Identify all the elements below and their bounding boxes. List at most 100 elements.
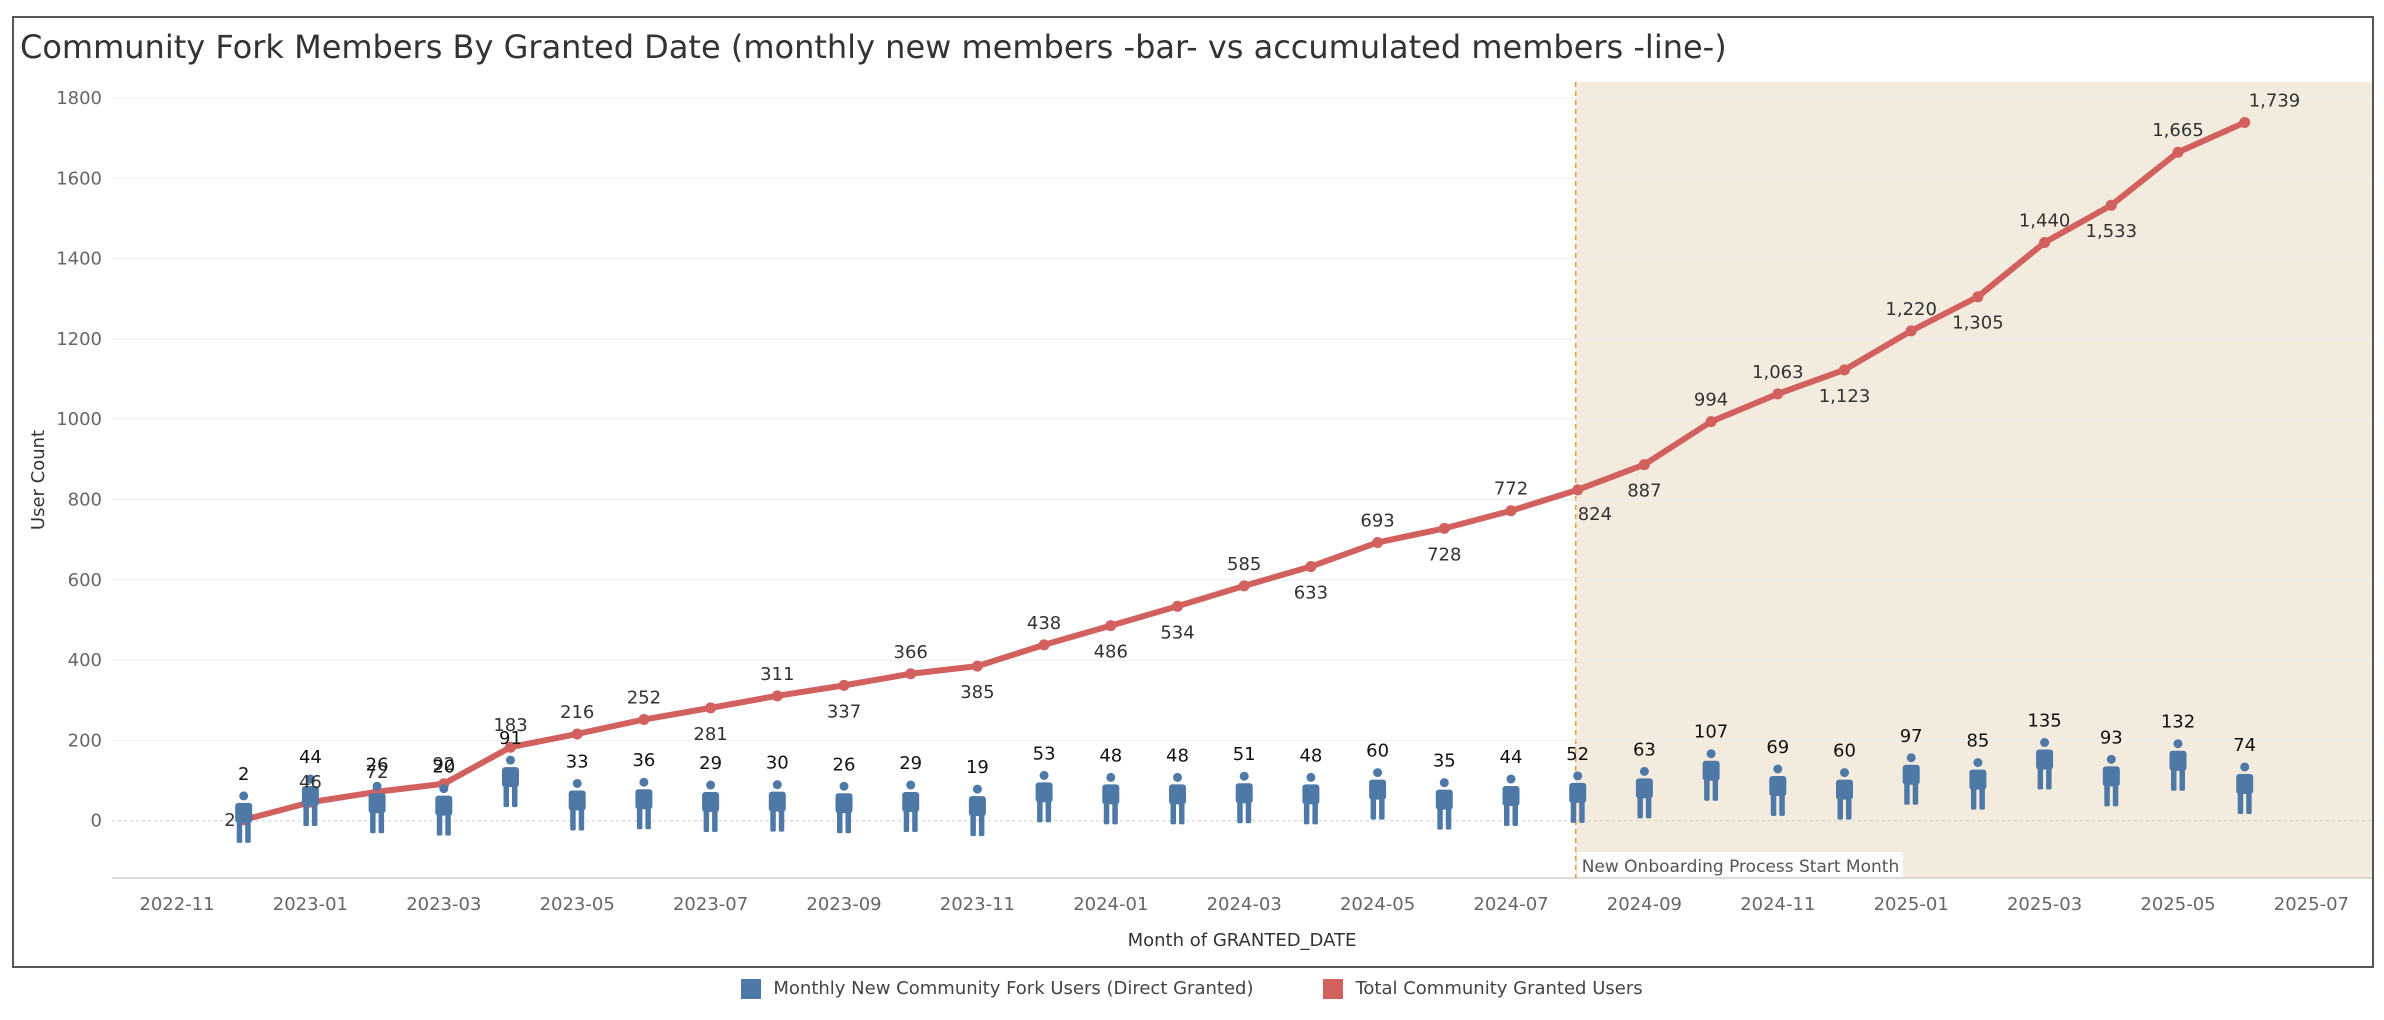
person-icon-head bbox=[2240, 762, 2250, 772]
person-icon-leg bbox=[1579, 800, 1585, 823]
total-users-point bbox=[705, 702, 717, 714]
bar-value-label: 48 bbox=[1099, 745, 1122, 766]
person-icon bbox=[1769, 764, 1787, 816]
person-icon-leg bbox=[570, 808, 576, 831]
line-value-label: 824 bbox=[1578, 504, 1612, 525]
person-icon bbox=[1702, 749, 1720, 801]
person-icon-body bbox=[1902, 764, 1920, 785]
person-icon bbox=[368, 781, 386, 834]
line-value-label: 72 bbox=[366, 762, 389, 783]
person-icon-leg bbox=[436, 813, 443, 836]
person-icon-head bbox=[1973, 758, 1983, 768]
person-icon-leg bbox=[303, 804, 309, 827]
person-icon bbox=[2102, 754, 2120, 807]
line-value-label: 1,063 bbox=[1752, 362, 1804, 383]
bar-value-label: 26 bbox=[366, 754, 389, 775]
line-value-label: 1,739 bbox=[2249, 90, 2301, 111]
person-icon-head bbox=[1573, 771, 1583, 781]
person-icon-head bbox=[2106, 754, 2116, 764]
person-icon bbox=[1902, 753, 1920, 805]
legend-item-monthly[interactable]: Monthly New Community Fork Users (Direct… bbox=[741, 978, 1253, 999]
person-icon-leg bbox=[1970, 787, 1977, 810]
person-icon bbox=[635, 777, 653, 830]
line-value-label: 252 bbox=[627, 688, 661, 709]
person-icon-head bbox=[1506, 774, 1516, 784]
person-icon-body bbox=[835, 793, 853, 814]
person-icon-leg bbox=[378, 811, 385, 834]
total-users-point bbox=[1905, 325, 1917, 337]
legend-item-total[interactable]: Total Community Granted Users bbox=[1323, 978, 1643, 999]
person-icon-body bbox=[368, 793, 386, 814]
x-tick-label: 2025-03 bbox=[2007, 894, 2082, 915]
person-icon-leg bbox=[837, 811, 843, 834]
person-icon-head bbox=[506, 755, 515, 765]
person-icon-head bbox=[972, 784, 982, 794]
y-tick-label: 1600 bbox=[56, 168, 102, 189]
person-icon bbox=[1302, 772, 1320, 825]
person-icon-leg bbox=[903, 810, 910, 833]
person-icon-leg bbox=[503, 785, 509, 808]
person-icon-head bbox=[239, 791, 249, 801]
total-users-point bbox=[771, 690, 783, 702]
person-icon-head bbox=[1706, 749, 1716, 759]
person-icon-head bbox=[1840, 768, 1849, 778]
person-icon-leg bbox=[1237, 801, 1243, 824]
line-value-label: 2 bbox=[224, 810, 235, 831]
line-value-label: 534 bbox=[1160, 622, 1194, 643]
line-value-label: 486 bbox=[1094, 642, 1128, 663]
person-icon-body bbox=[2102, 766, 2120, 787]
person-icon-leg bbox=[1770, 793, 1777, 816]
person-icon-leg bbox=[1437, 807, 1443, 830]
bar-value-label: 91 bbox=[499, 728, 522, 749]
bar-value-label: 33 bbox=[566, 751, 589, 772]
line-value-label: 311 bbox=[760, 664, 794, 685]
line-value-label: 1,533 bbox=[2086, 221, 2138, 242]
total-users-point bbox=[1438, 522, 1450, 534]
x-tick-label: 2024-03 bbox=[1207, 894, 1282, 915]
bar-value-label: 29 bbox=[899, 753, 922, 774]
person-icon-head bbox=[305, 774, 315, 784]
person-icon-body bbox=[1969, 769, 1987, 790]
person-icon-head bbox=[1373, 768, 1383, 778]
person-icon-leg bbox=[1912, 782, 1919, 805]
line-value-label: 772 bbox=[1494, 479, 1528, 500]
x-tick-label: 2022-11 bbox=[139, 894, 214, 915]
person-icon bbox=[702, 780, 720, 833]
bar-value-label: 69 bbox=[1766, 737, 1789, 758]
y-tick-label: 200 bbox=[68, 730, 102, 751]
y-tick-label: 1200 bbox=[56, 329, 102, 350]
line-value-label: 728 bbox=[1427, 544, 1461, 565]
person-icon-leg bbox=[1704, 778, 1710, 801]
x-tick-label: 2023-05 bbox=[540, 894, 615, 915]
person-icon-head bbox=[372, 781, 382, 791]
person-icon-leg bbox=[1179, 802, 1185, 825]
x-tick-label: 2023-01 bbox=[273, 894, 348, 915]
person-icon-leg bbox=[1779, 793, 1785, 816]
gridlines bbox=[112, 97, 2372, 879]
legend-swatch-monthly bbox=[741, 978, 762, 999]
person-icon-head bbox=[2173, 739, 2183, 749]
person-icon-body bbox=[1169, 784, 1186, 805]
person-icon-leg bbox=[1370, 797, 1377, 820]
total-users-point bbox=[1038, 639, 1050, 651]
person-icon-leg bbox=[1245, 801, 1252, 824]
total-users-point bbox=[1238, 580, 1250, 592]
total-users-point bbox=[638, 714, 650, 726]
total-users-point bbox=[1772, 388, 1784, 400]
legend-label-total: Total Community Granted Users bbox=[1355, 978, 1643, 999]
total-users-point bbox=[2172, 146, 2184, 158]
person-icon-leg bbox=[1645, 796, 1652, 819]
person-icon-head bbox=[1306, 772, 1316, 782]
y-tick-label: 600 bbox=[68, 570, 102, 591]
y-tick-label: 800 bbox=[68, 490, 102, 511]
bar-value-label: 97 bbox=[1900, 726, 1923, 747]
person-icon-body bbox=[1702, 760, 1720, 781]
person-icon-head bbox=[439, 784, 449, 794]
bar-value-label: 29 bbox=[699, 753, 722, 774]
person-icon-body bbox=[635, 789, 653, 810]
x-tick-label: 2023-07 bbox=[673, 894, 748, 915]
total-users-point bbox=[1638, 459, 1650, 471]
person-icon-leg bbox=[311, 804, 318, 827]
x-tick-label: 2025-07 bbox=[2274, 894, 2349, 915]
bar-value-label: 135 bbox=[2027, 710, 2061, 731]
